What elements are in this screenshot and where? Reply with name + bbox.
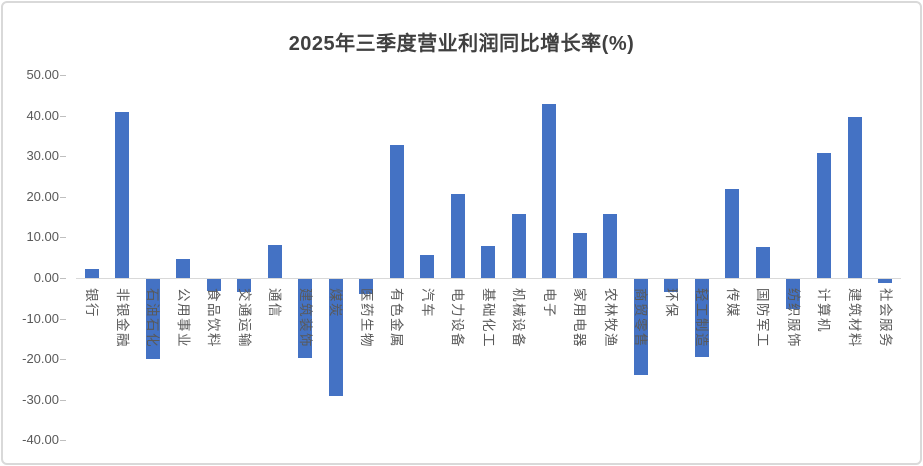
category-label-text: 医药生物 [358, 288, 374, 348]
category-label-text: 有色金属 [389, 288, 405, 348]
bar [176, 258, 191, 278]
y-axis-tick-label: 40.00 [26, 107, 59, 123]
category-label-text: 建筑材料 [847, 288, 862, 348]
x-axis-line [76, 278, 901, 279]
y-axis-tick-label: 30.00 [26, 148, 59, 164]
bar [84, 269, 99, 278]
bar [237, 279, 252, 293]
bar [847, 116, 862, 278]
category-label-text: 电子 [541, 288, 557, 318]
bar [267, 245, 282, 278]
category-label-text: 建筑装饰 [297, 288, 313, 348]
y-axis-tick-mark [60, 399, 66, 401]
category-label-text: 农林牧渔 [602, 288, 618, 348]
category-label-text: 基础化工 [480, 288, 496, 348]
y-axis-tick-label: 20.00 [26, 188, 59, 204]
bar [206, 279, 221, 291]
y-axis-tick-label: -10.00 [22, 310, 59, 326]
y-axis-tick-mark [60, 278, 66, 279]
y-axis-tick-mark [60, 196, 66, 198]
category-label-text: 非银金融 [114, 288, 130, 348]
y-axis-tick-mark [60, 156, 66, 158]
y-axis-tick-mark [60, 440, 66, 442]
bar [603, 214, 618, 278]
bar [878, 279, 893, 283]
category-label-text: 食品饮料 [206, 288, 222, 348]
category-label-text: 轻工制造 [694, 288, 710, 348]
category-label-text: 商贸零售 [633, 288, 649, 348]
y-axis-tick-mark [60, 237, 66, 239]
chart-title: 2025年三季度营业利润同比增长率(%) [288, 33, 635, 55]
bar [115, 112, 130, 278]
y-axis-tick-mark [60, 115, 66, 117]
bar [359, 279, 374, 294]
category-label-text: 环保 [663, 288, 679, 318]
category-label-text: 银行 [84, 288, 99, 318]
bar [664, 279, 679, 292]
category-label-text: 传媒 [724, 288, 740, 318]
category-label-text: 石油石化 [145, 288, 161, 348]
category-label-text: 家用电器 [572, 288, 588, 348]
bar [298, 279, 313, 358]
bar [145, 279, 160, 359]
category-label-text: 社会服务 [877, 288, 893, 348]
bar [542, 104, 557, 278]
category-label-text: 计算机 [816, 288, 832, 333]
y-axis-tick-label: 10.00 [26, 229, 59, 245]
y-axis-tick-mark [60, 318, 66, 320]
bar [481, 246, 496, 278]
bar [420, 254, 435, 278]
y-axis-tick-mark [60, 75, 66, 77]
y-axis-tick-label: -30.00 [22, 391, 59, 407]
bar [328, 279, 343, 396]
category-label-text: 汽车 [419, 288, 435, 318]
category-label-text: 机械设备 [511, 288, 527, 348]
y-axis-tick-label: 50.00 [26, 67, 59, 83]
y-axis-tick-label: -20.00 [22, 351, 59, 367]
y-axis-tick-label: 0.00 [33, 270, 59, 285]
bar [816, 152, 831, 278]
bar [511, 213, 526, 278]
category-label-text: 交通运输 [236, 288, 252, 348]
bar [389, 144, 404, 278]
bar [694, 279, 709, 357]
bar [633, 279, 648, 376]
category-label-text: 通信 [267, 288, 283, 318]
category-label-text: 电力设备 [450, 288, 466, 348]
category-label-text: 公用事业 [175, 288, 191, 348]
y-axis-tick-mark [60, 359, 66, 361]
bar [450, 194, 465, 278]
category-label-text: 煤炭 [328, 288, 344, 318]
category-label-text: 纺织服饰 [785, 288, 801, 348]
category-label: 社会服务 [878, 287, 923, 348]
category-label-text: 国防军工 [755, 288, 771, 348]
y-axis-tick-label: -40.00 [22, 432, 59, 448]
bar [725, 188, 740, 278]
bar [755, 246, 770, 278]
bar [572, 233, 587, 278]
bar [786, 279, 801, 309]
